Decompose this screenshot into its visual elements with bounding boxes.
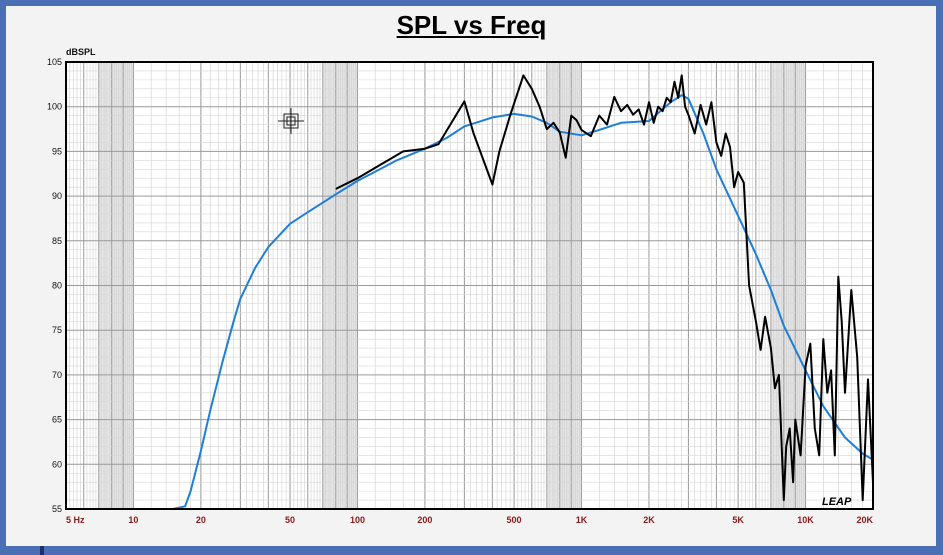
x-tick-label: 200	[417, 515, 432, 525]
y-tick-label: 90	[52, 191, 62, 201]
x-tick-label: 5 Hz	[66, 515, 85, 525]
x-tick-label: 100	[350, 515, 365, 525]
tick-labels: 105 100 95 90 85 80 75 70 65 60 55 5 Hz 10 20 50 100 200…	[47, 57, 874, 525]
y-tick-label: 95	[52, 146, 62, 156]
x-tick-label: 10K	[797, 515, 814, 525]
bottom-edge-bar	[40, 546, 44, 555]
x-tick-label: 1K	[576, 515, 588, 525]
crosshair-icon	[278, 108, 304, 134]
model-response-line	[66, 94, 873, 509]
x-tick-label: 10	[128, 515, 138, 525]
y-tick-label: 75	[52, 325, 62, 335]
series-group	[66, 74, 873, 509]
y-tick-label: 70	[52, 370, 62, 380]
measured-response-line	[335, 74, 873, 502]
y-tick-label: 60	[52, 459, 62, 469]
y-tick-label: 105	[47, 57, 62, 67]
y-tick-label: 100	[47, 102, 62, 112]
x-tick-label: 5K	[732, 515, 744, 525]
leap-logo: LEAP	[822, 496, 852, 508]
y-axis-label: dBSPL	[66, 47, 96, 57]
y-tick-label: 85	[52, 236, 62, 246]
chart-title: SPL vs Freq	[396, 10, 547, 40]
grid-lines	[66, 61, 873, 510]
x-tick-label: 2K	[643, 515, 655, 525]
y-tick-label: 80	[52, 281, 62, 291]
y-tick-label: 55	[52, 504, 62, 514]
x-tick-label: 20	[196, 515, 206, 525]
x-tick-label: 50	[285, 515, 295, 525]
y-tick-label: 65	[52, 415, 62, 425]
x-tick-label: 500	[507, 515, 522, 525]
plot-border	[65, 61, 874, 510]
x-tick-label: 20K	[856, 515, 873, 525]
